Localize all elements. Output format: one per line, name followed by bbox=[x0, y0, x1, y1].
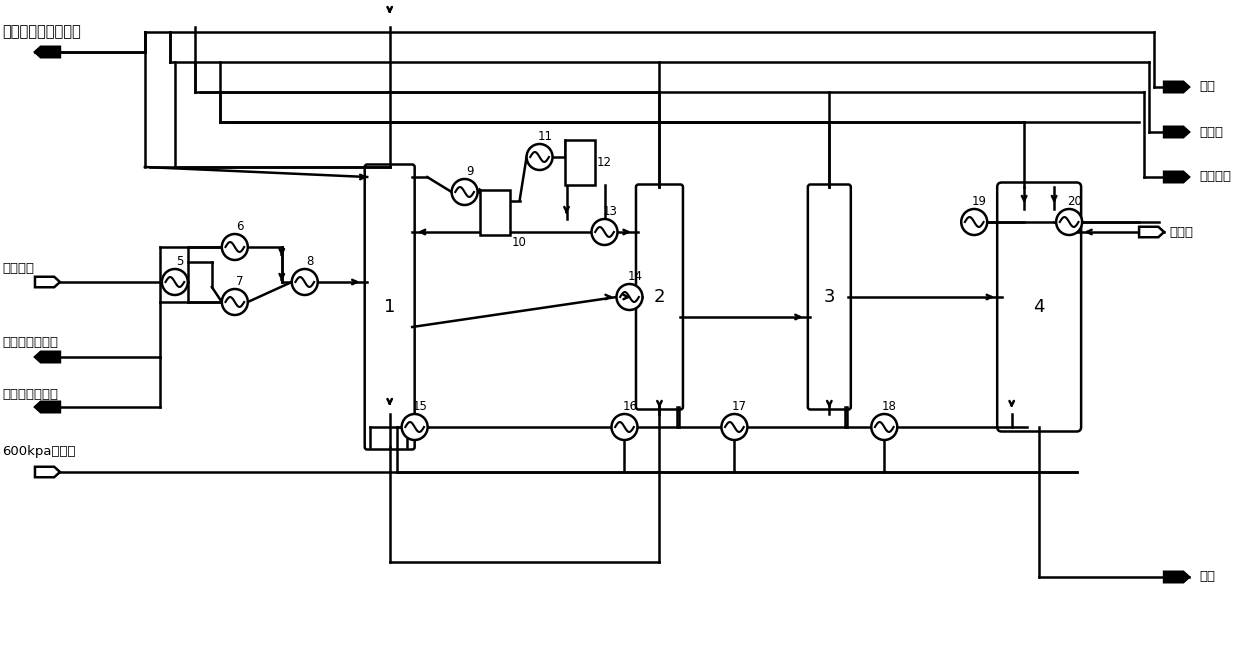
Text: 高压塔甲醇产品: 高压塔甲醇产品 bbox=[2, 388, 58, 401]
FancyBboxPatch shape bbox=[636, 185, 683, 409]
Bar bbox=[480, 189, 510, 235]
Text: 12: 12 bbox=[596, 156, 611, 168]
Text: 600kpa水蒸汽: 600kpa水蒸汽 bbox=[2, 445, 76, 459]
Text: 10: 10 bbox=[512, 235, 527, 248]
Circle shape bbox=[616, 284, 642, 310]
Text: 4: 4 bbox=[1033, 298, 1045, 316]
Polygon shape bbox=[1164, 171, 1189, 182]
Circle shape bbox=[222, 289, 248, 315]
Text: 15: 15 bbox=[413, 399, 428, 413]
Circle shape bbox=[222, 234, 248, 260]
Circle shape bbox=[722, 414, 748, 440]
Text: 1: 1 bbox=[384, 298, 396, 316]
Text: 7: 7 bbox=[237, 275, 244, 288]
Text: 低压隔壁塔甲醇产品: 低压隔壁塔甲醇产品 bbox=[2, 24, 81, 39]
Circle shape bbox=[1056, 209, 1083, 235]
Polygon shape bbox=[35, 401, 60, 412]
FancyBboxPatch shape bbox=[365, 164, 414, 449]
Polygon shape bbox=[35, 351, 60, 362]
Text: 中压塔甲醇产品: 中压塔甲醇产品 bbox=[2, 336, 58, 348]
Bar bbox=[564, 139, 594, 185]
Text: 轻烃: 轻烃 bbox=[1199, 81, 1215, 93]
Polygon shape bbox=[1164, 81, 1189, 92]
Text: 5: 5 bbox=[176, 254, 184, 267]
Circle shape bbox=[527, 144, 553, 170]
Circle shape bbox=[611, 414, 637, 440]
Text: 脱盐水: 脱盐水 bbox=[1199, 125, 1223, 139]
Circle shape bbox=[402, 414, 428, 440]
Text: 9: 9 bbox=[466, 164, 474, 177]
Circle shape bbox=[961, 209, 987, 235]
Text: 16: 16 bbox=[622, 399, 637, 413]
Text: 6: 6 bbox=[237, 219, 244, 233]
Text: 2: 2 bbox=[653, 288, 665, 306]
Text: 17: 17 bbox=[732, 399, 748, 413]
Text: 14: 14 bbox=[627, 269, 642, 283]
Polygon shape bbox=[35, 277, 60, 287]
Text: 11: 11 bbox=[537, 129, 552, 143]
Polygon shape bbox=[35, 47, 60, 57]
Text: 18: 18 bbox=[882, 399, 897, 413]
Polygon shape bbox=[1164, 572, 1189, 582]
Text: 原料甲醇: 原料甲醇 bbox=[2, 263, 33, 275]
Circle shape bbox=[451, 179, 477, 205]
Text: 燃料醇: 燃料醇 bbox=[1169, 225, 1193, 238]
Text: 20: 20 bbox=[1066, 194, 1081, 208]
Text: 废热蒸汽: 废热蒸汽 bbox=[1199, 171, 1231, 183]
FancyBboxPatch shape bbox=[807, 185, 851, 409]
FancyBboxPatch shape bbox=[997, 183, 1081, 432]
Circle shape bbox=[591, 219, 618, 245]
Text: 废水: 废水 bbox=[1199, 570, 1215, 583]
Polygon shape bbox=[35, 466, 60, 477]
Polygon shape bbox=[1164, 127, 1189, 137]
Text: 8: 8 bbox=[306, 254, 314, 267]
Circle shape bbox=[872, 414, 898, 440]
Circle shape bbox=[162, 269, 187, 295]
Text: 13: 13 bbox=[603, 204, 618, 217]
Circle shape bbox=[291, 269, 317, 295]
Text: 3: 3 bbox=[823, 288, 835, 306]
Polygon shape bbox=[1140, 227, 1164, 237]
Text: 19: 19 bbox=[972, 194, 987, 208]
